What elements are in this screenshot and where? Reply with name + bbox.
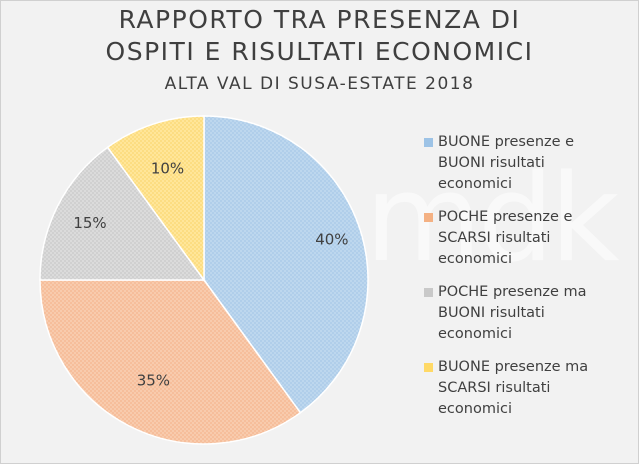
legend-label-1-line-2: BUONI risultati [438,155,545,171]
legend-swatch-2 [424,213,433,222]
legend-label-2-line-1: POCHE presenze e [438,209,573,225]
pie-slice-4 [106,115,205,283]
slice-label-3: 15% [73,214,106,232]
legend-label-3-line-2: BUONI risultati [438,305,545,321]
legend-label-1-line-3: economici [438,176,512,192]
legend-swatch-4 [424,363,433,372]
slice-label-1: 40% [315,230,348,248]
legend-label-2-line-3: economici [438,251,512,267]
legend-label-1-line-1: BUONE presenze e [438,134,575,150]
legend-item-3: POCHE presenze ma BUONI risultati economic… [422,282,632,345]
legend-label-4-line-2: SCARSI risultati [438,380,551,396]
chart-title-line-1: RAPPORTO TRA PRESENZA DI [118,5,521,34]
legend-label-4-line-1: BUONE presenze ma [438,359,589,375]
legend-label-4-line-3: economici [438,401,512,417]
slice-label-4: 10% [151,160,184,178]
chart-title-line-2: OSPITI E RISULTATI ECONOMICI [105,37,534,66]
legend-label-2-line-2: SCARSI risultati [438,230,551,246]
pie-slice-2 [39,279,302,445]
chart-legend: BUONE presenze e BUONI risultati economici… [422,132,632,432]
legend-item-1: BUONE presenze e BUONI risultati economici [422,132,632,195]
legend-item-4: BUONE presenze ma SCARSI risultati economi… [422,357,632,420]
chart-title: RAPPORTO TRA PRESENZA DI OSPITI E RISULT… [0,4,639,68]
legend-label-3-line-3: economici [438,326,512,342]
legend-swatch-3 [424,288,433,297]
legend-item-2: POCHE presenze e SCARSI risultati economic… [422,207,632,270]
pie-slice-1 [203,115,369,414]
legend-swatch-1 [424,138,433,147]
pie-slice-3 [39,146,206,281]
slice-label-2: 35% [137,371,170,389]
legend-label-3-line-1: POCHE presenze ma [438,284,587,300]
chart-subtitle: ALTA VAL DI SUSA-ESTATE 2018 [164,74,475,94]
